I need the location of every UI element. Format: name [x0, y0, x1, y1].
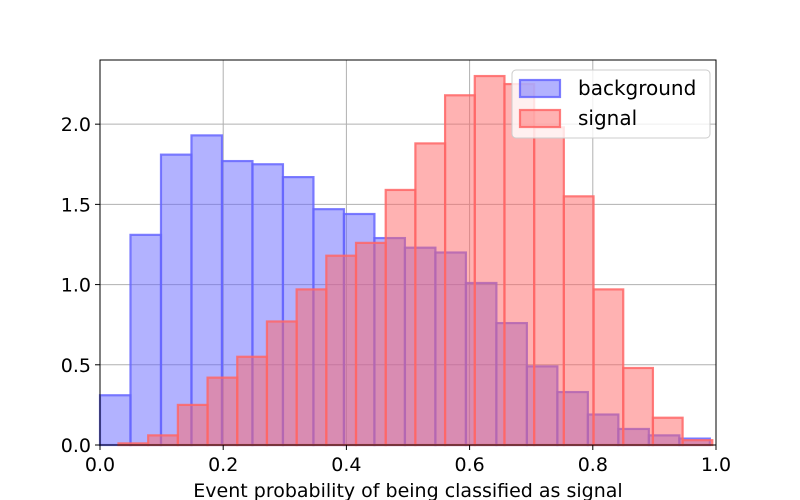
legend-box	[511, 69, 711, 139]
x-tick-label: 0.8	[578, 454, 608, 476]
signal-bar	[147, 434, 179, 447]
signal-bar	[473, 74, 506, 447]
background-bar	[159, 153, 193, 447]
background-legend-swatch	[518, 78, 562, 99]
x-tick-label: 0.4	[331, 454, 361, 476]
background-legend-label: background	[578, 76, 696, 100]
y-tick-label: 1.0	[61, 275, 91, 297]
y-axis-ticks: 0.0 0.5 1.0 1.5 2.0	[61, 114, 100, 457]
y-tick-label: 0.0	[61, 435, 91, 457]
signal-bar	[384, 188, 417, 447]
signal-bar	[176, 403, 209, 447]
signal-legend-swatch	[518, 108, 562, 129]
y-tick-label: 0.5	[61, 355, 91, 377]
signal-bars	[117, 74, 714, 447]
x-tick-label: 0.0	[85, 454, 115, 476]
background-bar	[98, 394, 132, 447]
signal-bar	[295, 288, 328, 447]
signal-bar	[562, 195, 595, 447]
signal-bar	[206, 376, 239, 447]
signal-bar	[354, 241, 387, 447]
x-tick-label: 0.6	[454, 454, 484, 476]
y-tick-label: 2.0	[61, 114, 91, 136]
signal-bar	[533, 126, 565, 447]
legend: background signal	[511, 69, 711, 139]
plot-frame	[99, 59, 717, 446]
signal-bar	[622, 366, 655, 447]
y-tick-label: 1.5	[61, 194, 91, 216]
x-tick-label: 0.2	[208, 454, 238, 476]
x-axis-ticks: 0.0 0.2 0.4 0.6 0.8 1.0	[85, 445, 731, 476]
signal-bar	[592, 288, 625, 447]
signal-bar	[265, 320, 298, 447]
signal-bar	[651, 416, 684, 447]
signal-legend-label: signal	[578, 106, 637, 130]
signal-bar	[414, 142, 447, 447]
signal-bar	[443, 94, 476, 447]
x-axis-label: Event probability of being classified as…	[193, 480, 622, 500]
signal-bar	[681, 439, 714, 447]
signal-bar	[325, 254, 358, 447]
x-tick-label: 1.0	[701, 454, 731, 476]
background-bar	[129, 233, 163, 447]
signal-bar	[236, 355, 269, 447]
